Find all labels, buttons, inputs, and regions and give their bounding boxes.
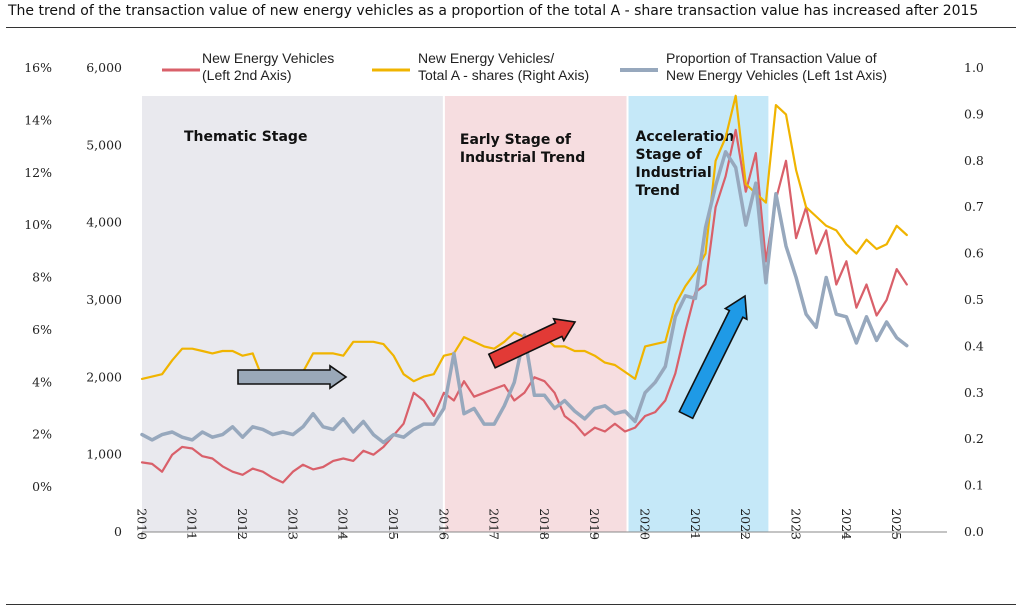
x-tick-label-6: 2016 <box>436 508 451 540</box>
left2-tick-1: 5,000 <box>86 137 122 152</box>
thematic-arrow <box>237 364 348 390</box>
right-tick-5: 0.5 <box>964 292 984 307</box>
x-tick-label-15: 2025 <box>889 508 904 540</box>
x-tick-label-9: 2019 <box>587 508 602 540</box>
legend-label-2-0: Proportion of Transaction Value of <box>666 50 877 66</box>
top-divider <box>6 27 1016 28</box>
left2-tick-0: 6,000 <box>86 60 122 75</box>
left2-tick-4: 2,000 <box>86 369 122 384</box>
x-tick-label-5: 2015 <box>386 508 401 540</box>
left1-tick-5: 6% <box>32 322 52 337</box>
x-tick-label-2: 2012 <box>235 508 250 540</box>
stage-label-2-0: Acceleration <box>636 129 735 145</box>
stage-band-1 <box>443 96 628 532</box>
series-line-2 <box>140 150 909 445</box>
x-tick-label-12: 2022 <box>738 508 753 540</box>
x-tick-label-0: 2010 <box>134 508 149 540</box>
left1-tick-6: 4% <box>32 374 52 389</box>
right-tick-6: 0.4 <box>964 338 984 353</box>
left1-tick-8: 0% <box>32 479 52 494</box>
stage-label-0-0: Thematic Stage <box>184 129 307 145</box>
x-tick-label-7: 2017 <box>487 508 502 540</box>
early-stage-arrow-shape <box>487 317 577 369</box>
right-tick-2: 0.8 <box>964 153 984 168</box>
acceleration-arrow <box>678 294 748 420</box>
right-tick-3: 0.7 <box>964 199 984 214</box>
x-tick-label-14: 2024 <box>839 508 854 540</box>
right-tick-9: 0.1 <box>964 478 984 493</box>
left2-tick-5: 1,000 <box>86 447 122 462</box>
legend-label-1-0: New Energy Vehicles/ <box>418 50 554 66</box>
x-tick-label-4: 2014 <box>336 508 351 540</box>
legend-label-0-0: New Energy Vehicles <box>202 50 334 66</box>
stage-label-2-2: Industrial <box>636 165 712 181</box>
chart-title: The trend of the transaction value of ne… <box>8 3 979 19</box>
left1-tick-7: 2% <box>32 427 52 442</box>
bottom-divider <box>6 604 1016 605</box>
left1-tick-0: 16% <box>24 60 52 75</box>
right-tick-7: 0.3 <box>964 385 984 400</box>
right-tick-4: 0.6 <box>964 246 984 261</box>
x-tick-label-3: 2013 <box>285 508 300 540</box>
left1-tick-4: 8% <box>32 270 52 285</box>
left1-tick-3: 10% <box>24 217 52 232</box>
right-tick-1: 0.9 <box>964 106 984 121</box>
stage-label-2-1: Stage of <box>636 147 703 163</box>
stage-label-1-0: Early Stage of <box>460 132 572 148</box>
acceleration-arrow-shape <box>678 294 748 420</box>
left1-tick-2: 12% <box>24 165 52 180</box>
x-tick-label-8: 2018 <box>537 508 552 540</box>
early-stage-arrow <box>487 317 577 369</box>
right-tick-0: 1.0 <box>964 60 984 75</box>
legend-label-1-1: Total A - shares (Right Axis) <box>418 67 589 83</box>
stage-band-0 <box>142 96 444 532</box>
left2-tick-6: 0 <box>114 524 122 539</box>
right-tick-10: 0.0 <box>964 524 984 539</box>
left2-tick-3: 3,000 <box>86 292 122 307</box>
x-tick-label-10: 2020 <box>638 508 653 540</box>
left2-tick-2: 4,000 <box>86 215 122 230</box>
stage-label-2-3: Trend <box>636 183 680 199</box>
right-tick-8: 0.2 <box>964 431 984 446</box>
thematic-arrow-shape <box>237 364 348 390</box>
stage-label-1-1: Industrial Trend <box>460 150 585 166</box>
x-tick-label-1: 2011 <box>185 508 200 540</box>
legend-label-2-1: New Energy Vehicles (Left 1st Axis) <box>666 67 887 83</box>
x-tick-label-11: 2021 <box>688 508 703 540</box>
series-line-0 <box>140 128 908 484</box>
x-tick-label-13: 2023 <box>788 508 803 540</box>
legend-label-0-1: (Left 2nd Axis) <box>202 67 292 83</box>
left1-tick-1: 14% <box>24 112 52 127</box>
